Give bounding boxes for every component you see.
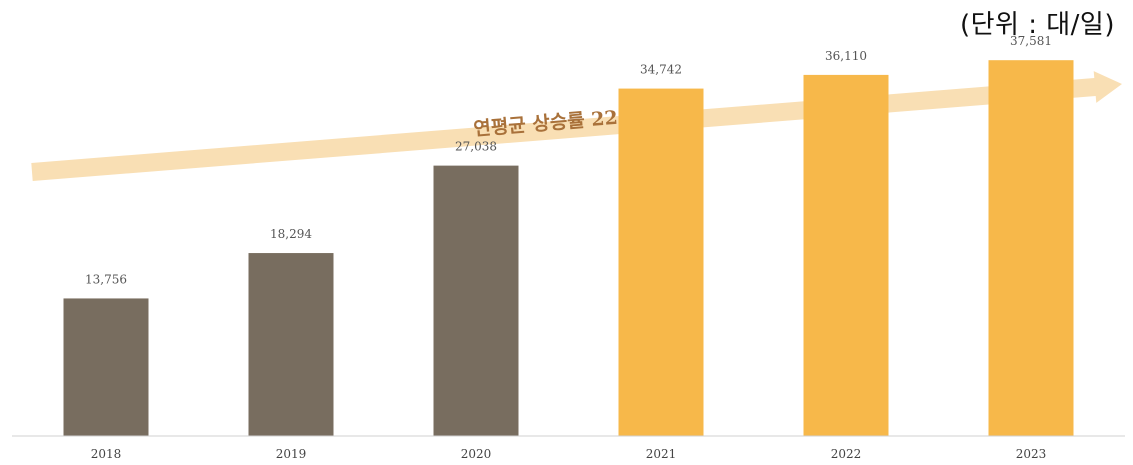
x-tick-label-2020: 2020 (461, 447, 492, 461)
x-tick-label-2018: 2018 (91, 447, 122, 461)
bars-group (63, 60, 1074, 437)
x-tick-label-2019: 2019 (276, 447, 307, 461)
x-tick-label-2021: 2021 (646, 447, 677, 461)
value-label-2018: 13,756 (85, 272, 127, 286)
unit-label: (단위 : 대/일) (959, 10, 1115, 40)
bar-2020 (433, 165, 519, 436)
x-tick-label-2022: 2022 (831, 447, 862, 461)
x-tick-label-2023: 2023 (1016, 447, 1047, 461)
value-label-2020: 27,038 (455, 140, 497, 154)
value-label-2022: 36,110 (825, 49, 867, 63)
value-label-2023: 37,581 (1010, 34, 1052, 48)
bar-2018 (63, 298, 149, 436)
value-labels-group: 13,756 18,294 27,038 34,742 36,110 37,581 (85, 34, 1052, 286)
value-label-2021: 34,742 (640, 63, 682, 77)
trend-arrow-group: 연평균 상승률 22.3% (31, 71, 1122, 181)
x-tick-labels-group: 2018 2019 2020 2021 2022 2023 (91, 447, 1047, 461)
bar-2019 (248, 253, 334, 436)
bar-2023 (988, 60, 1074, 436)
bar-2022 (803, 74, 889, 437)
bar-2021 (618, 88, 704, 436)
value-label-2019: 18,294 (270, 227, 312, 241)
